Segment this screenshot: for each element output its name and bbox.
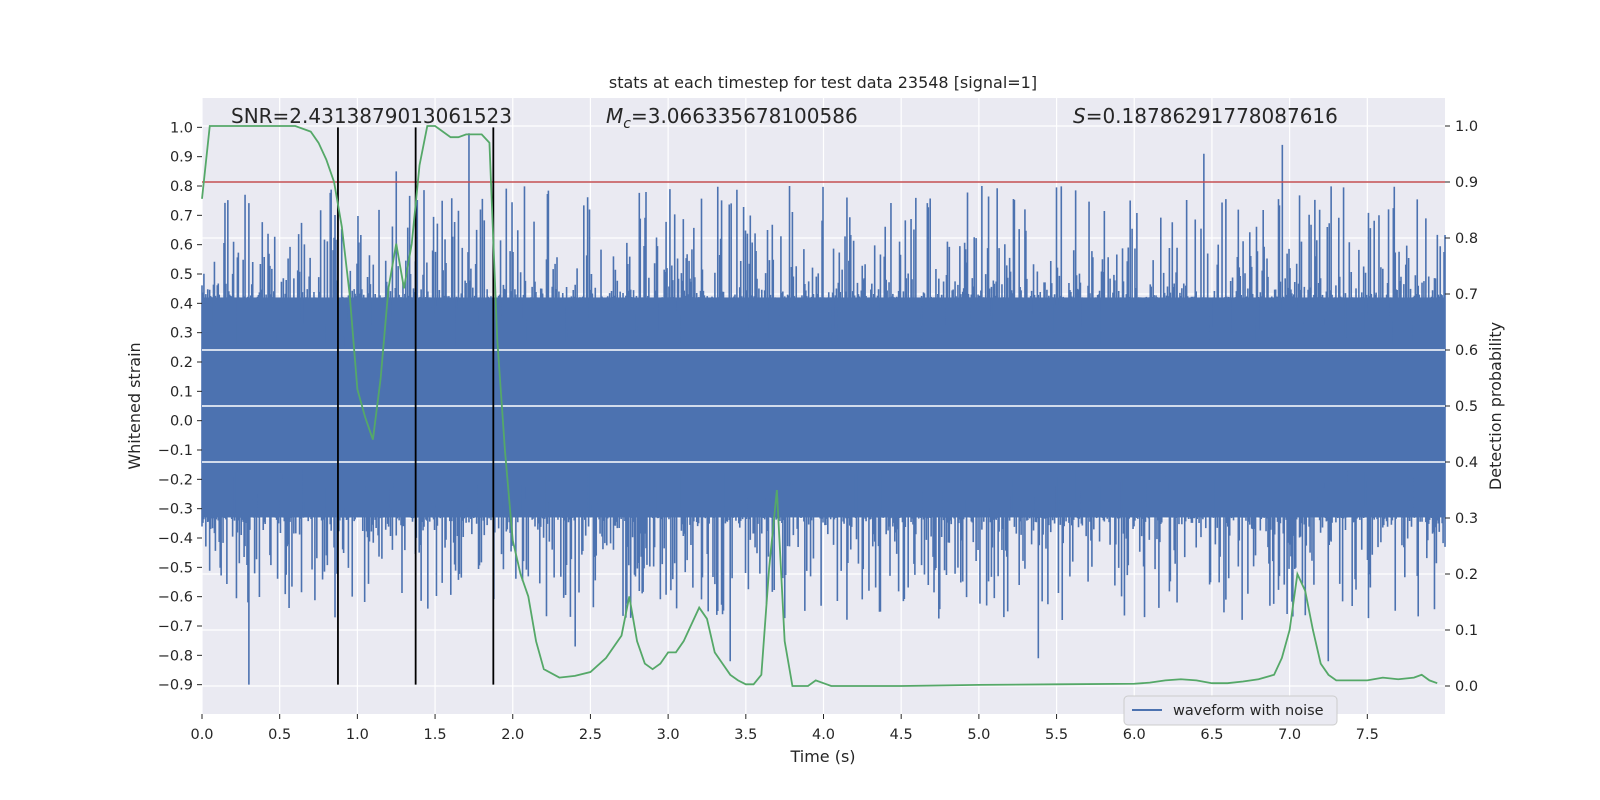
right-tick-label: 0.8 <box>1455 231 1478 247</box>
legend: waveform with noise <box>1123 695 1338 726</box>
left-tick-label: −0.7 <box>158 619 193 635</box>
right-tick-label: 1.0 <box>1455 119 1478 135</box>
left-tick-label: 0.7 <box>170 208 193 224</box>
x-tick-label: 5.5 <box>1045 727 1068 743</box>
left-tick-label: 0.8 <box>170 179 193 195</box>
chart-title: stats at each timestep for test data 235… <box>609 73 1037 92</box>
left-tick-label: −0.9 <box>158 678 193 694</box>
left-tick-label: 1.0 <box>170 120 193 136</box>
left-tick-label: −0.8 <box>158 648 193 664</box>
left-tick-label: −0.2 <box>158 472 193 488</box>
right-tick-label: 0.3 <box>1455 511 1478 527</box>
left-axis-label: Whitened strain <box>125 342 144 469</box>
left-tick-label: 0.5 <box>170 267 193 283</box>
right-tick-label: 0.9 <box>1455 175 1478 191</box>
left-tick-label: 0.2 <box>170 355 193 371</box>
x-tick-label: 1.0 <box>346 727 369 743</box>
legend-label: waveform with noise <box>1173 703 1324 719</box>
chirp-mass-annotation: Mc=3.066335678100586 <box>606 104 858 132</box>
left-axis-ticks: −0.9 −0.8 −0.7 −0.6 −0.5 −0.4 −0.3 −0.2 −0.1 0.0 0… <box>158 120 202 694</box>
left-tick-label: 0.3 <box>170 326 193 342</box>
left-tick-label: −0.3 <box>158 502 193 518</box>
snr-annotation: SNR=2.4313879013061523 <box>231 104 512 128</box>
right-tick-label: 0.5 <box>1455 399 1478 415</box>
legend-box <box>1123 695 1338 726</box>
left-tick-label: 0.1 <box>170 384 193 400</box>
x-tick-label: 5.0 <box>967 727 990 743</box>
x-tick-label: 2.0 <box>501 727 524 743</box>
left-tick-label: 0.0 <box>170 414 193 430</box>
x-tick-label: 4.0 <box>812 727 835 743</box>
right-axis-label: Detection probability <box>1486 322 1505 490</box>
s-annotation: S=0.18786291778087616 <box>1073 104 1338 128</box>
right-axis-ticks: 0.0 0.1 0.2 0.3 0.4 0.5 0.6 0.7 0.8 0.9 1.0 <box>1445 119 1478 695</box>
x-axis-ticks: 0.0 0.5 1.0 1.5 2.0 2.5 3.0 3.5 4.0 4.5 5.0 5.5 6.0 6… <box>190 714 1379 743</box>
left-tick-label: 0.4 <box>170 296 193 312</box>
left-tick-label: 0.6 <box>170 238 193 254</box>
right-tick-label: 0.6 <box>1455 343 1478 359</box>
right-tick-label: 0.0 <box>1455 679 1478 695</box>
x-tick-label: 7.0 <box>1278 727 1301 743</box>
detection-probability-line <box>201 125 1438 687</box>
x-tick-label: 7.5 <box>1356 727 1379 743</box>
right-tick-label: 0.1 <box>1455 623 1478 639</box>
x-tick-label: 2.5 <box>579 727 602 743</box>
x-tick-label: 0.0 <box>190 727 213 743</box>
x-tick-label: 4.5 <box>890 727 913 743</box>
left-tick-label: −0.1 <box>158 443 193 459</box>
right-tick-label: 0.4 <box>1455 455 1478 471</box>
left-tick-label: −0.6 <box>158 590 193 606</box>
left-tick-label: −0.4 <box>158 531 193 547</box>
waveform-series <box>201 133 1446 685</box>
right-tick-label: 0.7 <box>1455 287 1478 303</box>
x-tick-label: 6.0 <box>1123 727 1146 743</box>
left-tick-label: 0.9 <box>170 150 193 166</box>
x-tick-label: 3.0 <box>657 727 680 743</box>
left-tick-label: −0.5 <box>158 560 193 576</box>
x-tick-label: 6.5 <box>1200 727 1223 743</box>
x-tick-label: 1.5 <box>424 727 447 743</box>
x-axis-label: Time (s) <box>789 747 855 766</box>
right-tick-label: 0.2 <box>1455 567 1478 583</box>
x-tick-label: 3.5 <box>734 727 757 743</box>
x-tick-label: 0.5 <box>268 727 291 743</box>
